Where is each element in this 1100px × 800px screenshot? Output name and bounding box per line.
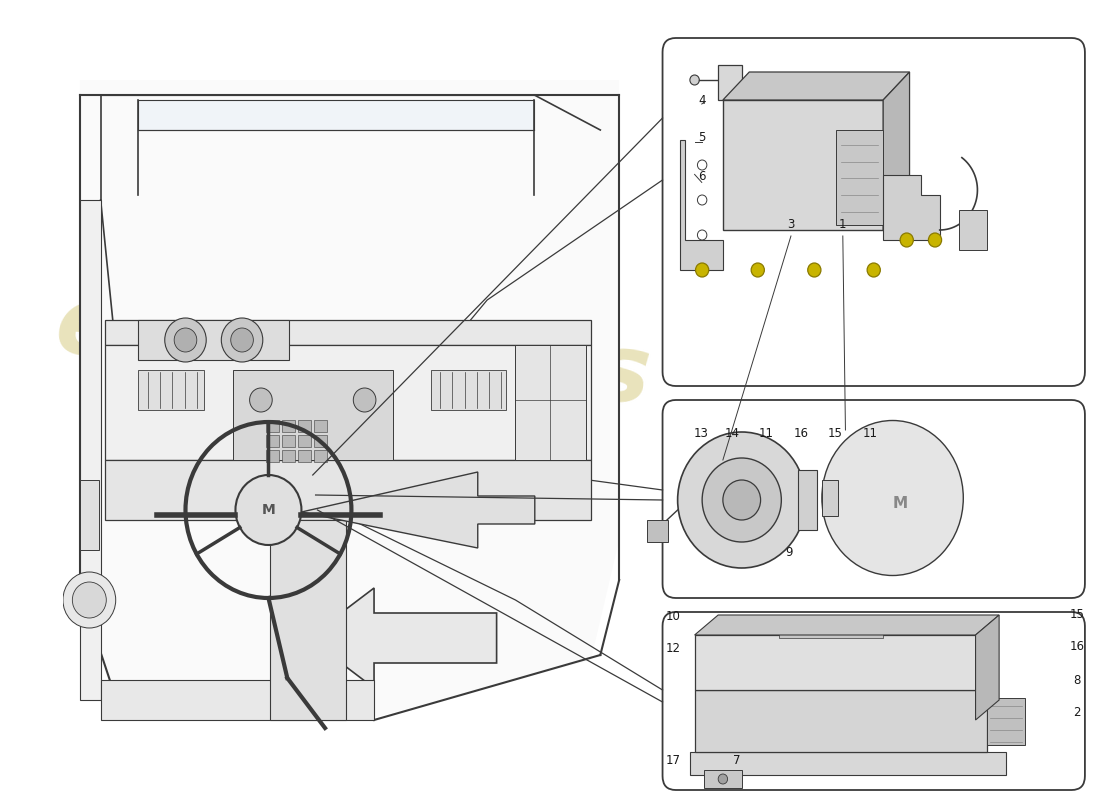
Polygon shape bbox=[100, 680, 374, 720]
Polygon shape bbox=[282, 435, 295, 447]
Circle shape bbox=[807, 263, 821, 277]
Polygon shape bbox=[106, 345, 591, 460]
Circle shape bbox=[165, 318, 206, 362]
Circle shape bbox=[174, 328, 197, 352]
Text: 6: 6 bbox=[698, 170, 705, 182]
Polygon shape bbox=[308, 588, 496, 688]
Text: 16: 16 bbox=[794, 427, 808, 440]
Polygon shape bbox=[681, 140, 723, 270]
Polygon shape bbox=[694, 615, 999, 635]
Polygon shape bbox=[139, 320, 289, 360]
Text: 14: 14 bbox=[724, 427, 739, 440]
Polygon shape bbox=[723, 72, 910, 100]
Text: 11: 11 bbox=[759, 427, 773, 440]
Polygon shape bbox=[106, 460, 591, 520]
Circle shape bbox=[751, 263, 764, 277]
Circle shape bbox=[702, 458, 781, 542]
Polygon shape bbox=[265, 420, 278, 432]
Text: 15: 15 bbox=[828, 427, 843, 440]
Polygon shape bbox=[718, 65, 780, 100]
Polygon shape bbox=[282, 420, 295, 432]
Circle shape bbox=[718, 774, 727, 784]
Polygon shape bbox=[976, 615, 999, 720]
Text: 7: 7 bbox=[734, 754, 740, 767]
Text: 4: 4 bbox=[698, 94, 705, 106]
FancyBboxPatch shape bbox=[662, 38, 1085, 386]
Polygon shape bbox=[314, 420, 327, 432]
Polygon shape bbox=[80, 80, 619, 720]
Text: 9: 9 bbox=[785, 546, 793, 558]
Circle shape bbox=[63, 572, 116, 628]
Polygon shape bbox=[80, 200, 100, 700]
Circle shape bbox=[231, 328, 253, 352]
Text: 16: 16 bbox=[1069, 640, 1085, 653]
Polygon shape bbox=[648, 520, 668, 542]
Polygon shape bbox=[883, 72, 910, 230]
Polygon shape bbox=[883, 175, 939, 240]
Circle shape bbox=[695, 263, 708, 277]
Text: 12: 12 bbox=[666, 642, 680, 654]
Circle shape bbox=[900, 233, 913, 247]
Text: 1: 1 bbox=[839, 218, 847, 230]
Polygon shape bbox=[314, 435, 327, 447]
Circle shape bbox=[867, 263, 880, 277]
Polygon shape bbox=[694, 690, 987, 752]
Circle shape bbox=[73, 582, 107, 618]
Circle shape bbox=[928, 233, 942, 247]
Polygon shape bbox=[298, 420, 311, 432]
Text: M: M bbox=[262, 503, 275, 517]
Text: 11: 11 bbox=[862, 427, 878, 440]
Polygon shape bbox=[265, 450, 278, 462]
Text: M: M bbox=[892, 495, 907, 510]
Polygon shape bbox=[232, 370, 393, 460]
Polygon shape bbox=[780, 632, 883, 638]
FancyBboxPatch shape bbox=[662, 400, 1085, 598]
Polygon shape bbox=[694, 635, 976, 690]
Text: 10: 10 bbox=[666, 610, 680, 622]
Polygon shape bbox=[298, 450, 311, 462]
Circle shape bbox=[697, 160, 707, 170]
Polygon shape bbox=[314, 450, 327, 462]
Polygon shape bbox=[690, 752, 1005, 775]
Text: 3: 3 bbox=[788, 218, 794, 230]
Circle shape bbox=[250, 388, 272, 412]
Polygon shape bbox=[704, 770, 741, 788]
Polygon shape bbox=[987, 698, 1024, 745]
Polygon shape bbox=[282, 450, 295, 462]
Circle shape bbox=[353, 388, 376, 412]
Text: 17: 17 bbox=[666, 754, 680, 767]
Text: 5: 5 bbox=[698, 131, 705, 144]
Circle shape bbox=[697, 230, 707, 240]
Text: a passion for parts since: a passion for parts since bbox=[197, 418, 572, 478]
Text: 13: 13 bbox=[693, 427, 708, 440]
Polygon shape bbox=[271, 520, 345, 720]
Circle shape bbox=[697, 195, 707, 205]
Polygon shape bbox=[265, 435, 278, 447]
Polygon shape bbox=[298, 435, 311, 447]
Polygon shape bbox=[430, 370, 506, 410]
Polygon shape bbox=[958, 210, 987, 250]
FancyBboxPatch shape bbox=[662, 612, 1085, 790]
Text: 8: 8 bbox=[1074, 674, 1081, 686]
Polygon shape bbox=[301, 472, 535, 548]
Polygon shape bbox=[106, 320, 591, 345]
Ellipse shape bbox=[822, 421, 964, 575]
Text: 2: 2 bbox=[1074, 706, 1081, 718]
Polygon shape bbox=[723, 100, 883, 230]
Circle shape bbox=[723, 480, 760, 520]
Polygon shape bbox=[836, 130, 883, 225]
Polygon shape bbox=[139, 370, 205, 410]
Circle shape bbox=[678, 432, 806, 568]
Polygon shape bbox=[80, 480, 99, 550]
Polygon shape bbox=[516, 345, 586, 460]
Polygon shape bbox=[139, 100, 535, 130]
Circle shape bbox=[690, 75, 700, 85]
Text: 15: 15 bbox=[1069, 608, 1085, 621]
Text: eurospares: eurospares bbox=[52, 280, 654, 424]
Polygon shape bbox=[822, 480, 838, 516]
Polygon shape bbox=[799, 470, 817, 530]
Circle shape bbox=[235, 475, 301, 545]
Circle shape bbox=[221, 318, 263, 362]
